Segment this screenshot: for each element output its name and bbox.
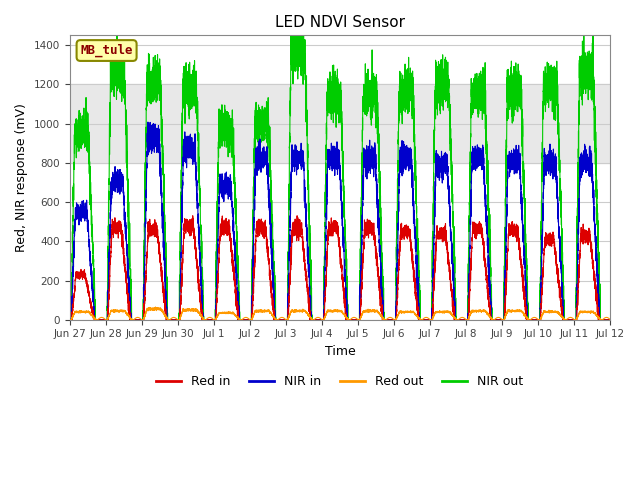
- Bar: [70, 84, 611, 163]
- X-axis label: Time: Time: [324, 345, 355, 358]
- Y-axis label: Red, NIR response (mV): Red, NIR response (mV): [15, 103, 28, 252]
- Text: MB_tule: MB_tule: [81, 44, 133, 57]
- Legend: Red in, NIR in, Red out, NIR out: Red in, NIR in, Red out, NIR out: [151, 370, 529, 393]
- Title: LED NDVI Sensor: LED NDVI Sensor: [275, 15, 405, 30]
